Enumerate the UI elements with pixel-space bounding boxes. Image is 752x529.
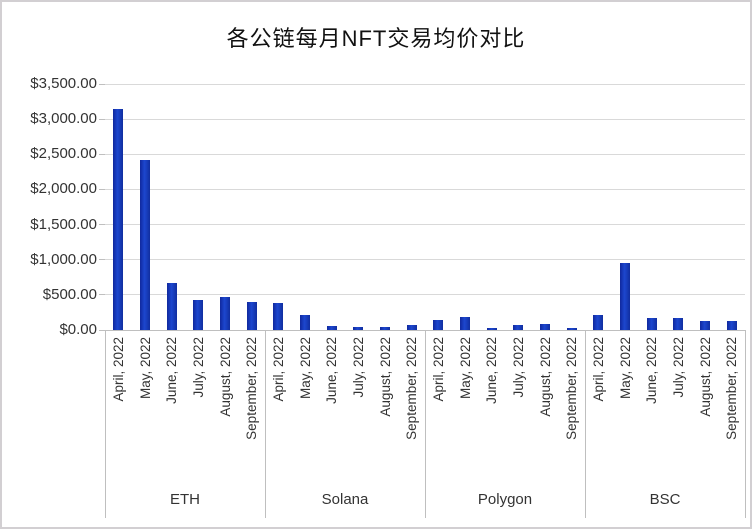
bar-eth-3 — [166, 283, 177, 330]
gridline — [105, 83, 745, 85]
bar-solana-1 — [273, 303, 284, 330]
x-axis-month-label: August, 2022 — [697, 337, 713, 417]
x-axis-month-label: May, 2022 — [297, 337, 313, 400]
x-axis-month-label: June, 2022 — [164, 337, 180, 404]
y-axis-tick — [99, 118, 105, 120]
x-axis-month-label: May, 2022 — [137, 337, 153, 400]
x-axis-group-label-solana: Solana — [321, 491, 369, 508]
y-axis-label: $3,500.00 — [30, 75, 97, 92]
x-axis-month-label: September, 2022 — [404, 337, 420, 440]
y-axis-label: $0.00 — [59, 321, 97, 338]
bar-solana-5 — [380, 327, 390, 330]
bar-bsc-3 — [646, 318, 657, 330]
y-axis-label: $2,000.00 — [30, 180, 97, 198]
y-axis-tick — [99, 224, 105, 226]
bar-eth-5 — [220, 297, 230, 330]
chart-title: 各公链每月NFT交易均价对比 — [226, 26, 526, 51]
bar-eth-1 — [113, 109, 124, 330]
bar-eth-2 — [140, 160, 150, 330]
x-axis-month-label: August, 2022 — [217, 337, 233, 417]
gridline — [105, 259, 745, 261]
y-axis-label: $1,000.00 — [30, 250, 97, 268]
group-separator-line — [264, 330, 266, 518]
x-axis-month-label: April, 2022 — [110, 337, 126, 402]
bar-bsc-5 — [700, 321, 710, 330]
y-axis-tick — [99, 83, 105, 85]
x-axis-month-label: September, 2022 — [724, 337, 740, 440]
x-axis-month-label: June, 2022 — [484, 337, 500, 404]
x-axis-month-label: September, 2022 — [564, 337, 580, 440]
x-axis-month-label: June, 2022 — [644, 337, 660, 404]
x-axis-month-label: May, 2022 — [457, 337, 473, 400]
x-axis-month-label: September, 2022 — [244, 337, 260, 440]
gridline — [105, 294, 745, 296]
y-axis-tick — [99, 153, 105, 155]
bar-bsc-6 — [726, 321, 737, 330]
bar-polygon-1 — [433, 320, 444, 330]
group-separator-line — [744, 330, 746, 518]
x-axis-month-label: August, 2022 — [537, 337, 553, 417]
x-axis-month-label: June, 2022 — [324, 337, 340, 404]
y-axis-tick — [99, 188, 105, 190]
gridline — [105, 118, 745, 120]
x-axis-month-label: April, 2022 — [430, 337, 446, 402]
bar-bsc-1 — [593, 315, 604, 330]
x-axis-month-label: July, 2022 — [190, 337, 206, 398]
bar-bsc-4 — [673, 318, 684, 330]
gridline — [105, 188, 745, 190]
x-axis-group-label-polygon: Polygon — [477, 491, 533, 508]
group-separator-line — [424, 330, 426, 518]
x-axis-month-label: July, 2022 — [350, 337, 366, 398]
group-separator-line — [104, 330, 106, 518]
y-axis-tick — [99, 259, 105, 261]
bar-solana-3 — [326, 326, 337, 330]
x-axis-month-label: July, 2022 — [670, 337, 686, 398]
bar-eth-6 — [246, 302, 257, 330]
bar-polygon-3 — [486, 328, 497, 330]
x-axis-line — [105, 329, 746, 331]
group-separator-line — [584, 330, 586, 518]
bar-solana-6 — [406, 325, 417, 330]
y-axis-label: $500.00 — [42, 285, 97, 303]
bar-polygon-6 — [566, 328, 577, 330]
y-axis-tick — [99, 294, 105, 296]
x-axis-month-label: April, 2022 — [590, 337, 606, 402]
x-axis-month-label: July, 2022 — [510, 337, 526, 398]
bar-polygon-5 — [540, 324, 550, 330]
bar-solana-2 — [300, 315, 310, 330]
x-axis-month-label: August, 2022 — [377, 337, 393, 417]
bar-eth-4 — [193, 300, 204, 330]
y-axis-label: $3,000.00 — [30, 110, 97, 128]
gridline — [105, 224, 745, 226]
bar-solana-4 — [353, 327, 364, 330]
bar-bsc-2 — [620, 263, 630, 330]
bar-polygon-2 — [460, 317, 470, 330]
bar-polygon-4 — [513, 325, 524, 330]
gridline — [105, 153, 745, 155]
x-axis-month-label: April, 2022 — [270, 337, 286, 402]
y-axis-tick — [99, 329, 105, 331]
x-axis-group-label-eth: ETH — [170, 491, 200, 508]
x-axis-month-label: May, 2022 — [617, 337, 633, 400]
x-axis-group-label-bsc: BSC — [649, 491, 681, 508]
y-axis-label: $1,500.00 — [30, 215, 97, 233]
y-axis-label: $2,500.00 — [30, 145, 97, 163]
